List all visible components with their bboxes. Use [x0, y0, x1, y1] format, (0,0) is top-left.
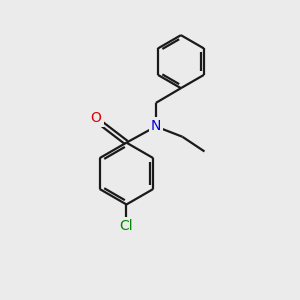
- Text: O: O: [91, 111, 102, 125]
- Text: Cl: Cl: [120, 219, 133, 233]
- Text: N: N: [151, 119, 161, 134]
